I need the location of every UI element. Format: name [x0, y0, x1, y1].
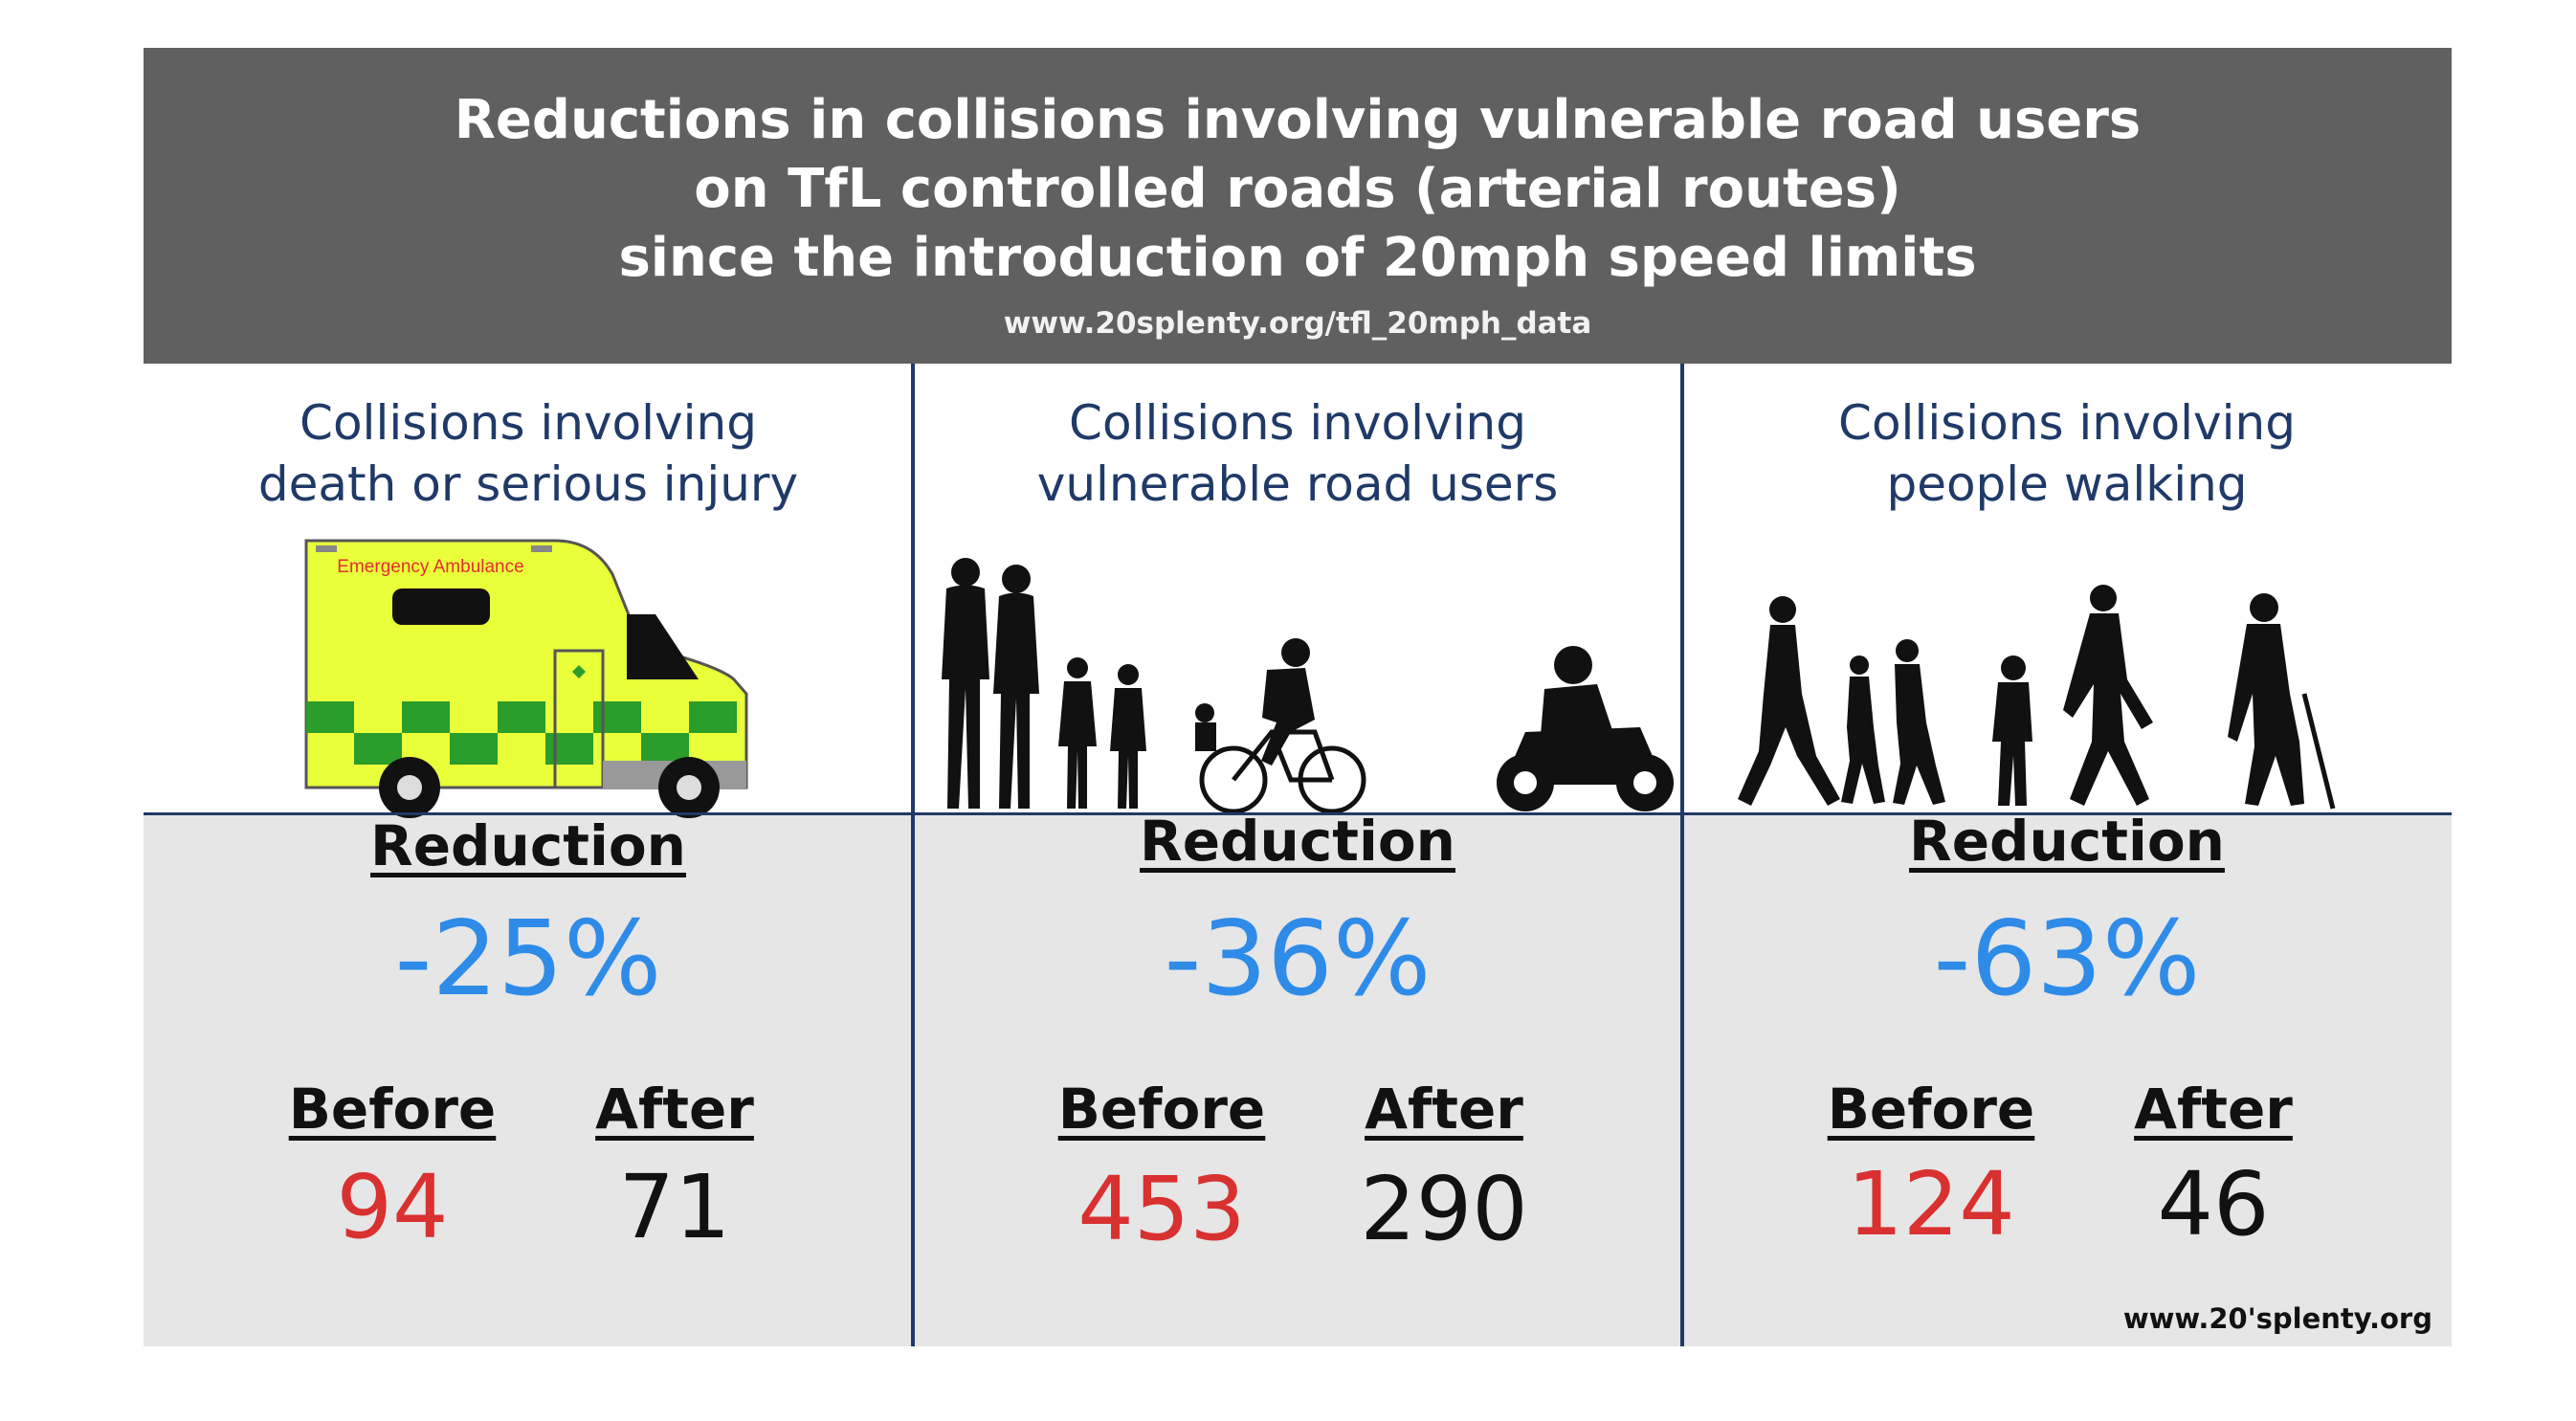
ambulance-icon: Emergency Ambulance — [304, 539, 748, 818]
after-label: After — [2134, 1077, 2293, 1142]
ground-line — [913, 812, 1682, 815]
pedestrians-cyclist-motorcyclist-icon — [942, 558, 1674, 814]
before-label: Before — [1827, 1077, 2035, 1142]
title-line-3: since the introduction of 20mph speed li… — [618, 227, 1977, 289]
panel-heading-line-2: death or serious injury — [257, 456, 799, 512]
panel-divider — [911, 364, 915, 1346]
panel-death-serious-injury: Collisions involving death or serious in… — [144, 364, 913, 1346]
panel-vulnerable-road-users: Collisions involving vulnerable road use… — [913, 364, 1682, 1346]
panel-stats-area — [144, 813, 913, 1346]
reduction-label: Reduction — [370, 813, 686, 878]
before-value: 94 — [336, 1156, 449, 1258]
panel-stats-area — [913, 813, 1682, 1346]
panel-heading-line-1: Collisions involving — [1069, 395, 1526, 451]
panel-people-walking: Collisions involving people walking — [1682, 364, 2452, 1346]
walking-people-icon — [1738, 585, 2336, 810]
after-value: 71 — [618, 1156, 731, 1258]
panel-divider — [1680, 364, 1684, 1346]
ground-line — [144, 812, 913, 815]
before-label: Before — [288, 1077, 497, 1142]
panel-heading: Collisions involving people walking — [1682, 392, 2452, 515]
after-value: 46 — [2157, 1153, 2270, 1255]
before-value: 453 — [1077, 1158, 1246, 1260]
reduction-value: -25% — [394, 899, 662, 1019]
panel-heading-line-2: people walking — [1886, 456, 2248, 512]
panel-heading-line-2: vulnerable road users — [1036, 456, 1559, 512]
before-value: 124 — [1847, 1153, 2015, 1255]
infographic: Reductions in collisions involving vulne… — [144, 48, 2452, 1346]
panel-heading-line-1: Collisions involving — [300, 395, 757, 451]
reduction-label: Reduction — [1140, 809, 1455, 874]
after-label: After — [1365, 1077, 1523, 1142]
before-label: Before — [1057, 1077, 1266, 1142]
ambulance-label: Emergency Ambulance — [337, 557, 523, 577]
panel-heading-line-1: Collisions involving — [1838, 395, 2296, 451]
reduction-value: -36% — [1164, 899, 1432, 1019]
title-line-2: on TfL controlled roads (arterial routes… — [694, 158, 1901, 220]
reduction-value: -63% — [1933, 899, 2201, 1019]
panel-heading: Collisions involving death or serious in… — [144, 392, 913, 515]
title-line-1: Reductions in collisions involving vulne… — [454, 89, 2142, 151]
after-label: After — [595, 1077, 754, 1142]
title-banner: Reductions in collisions involving vulne… — [144, 48, 2452, 364]
after-value: 290 — [1360, 1158, 1528, 1260]
panel-heading: Collisions involving vulnerable road use… — [913, 392, 1682, 515]
ground-line — [1682, 812, 2452, 815]
reduction-label: Reduction — [1909, 809, 2225, 874]
source-url: www.20splenty.org/tfl_20mph_data — [1003, 306, 1592, 341]
panel-stats-area — [1682, 813, 2452, 1346]
footer-url: www.20'splenty.org — [2122, 1302, 2432, 1335]
